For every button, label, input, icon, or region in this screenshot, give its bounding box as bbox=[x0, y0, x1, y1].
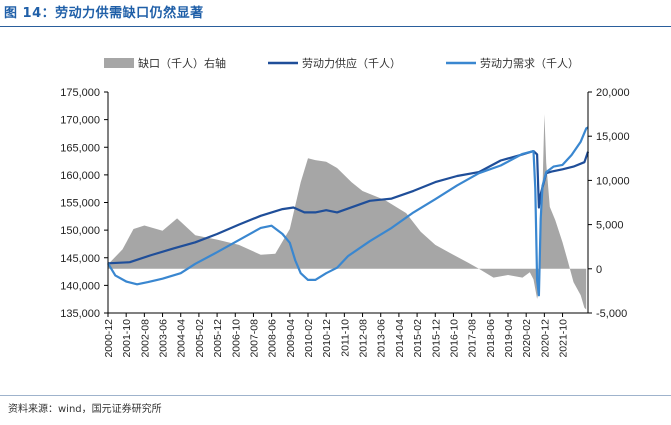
right-tick-label: 20,000 bbox=[596, 87, 630, 99]
x-tick-label: 2015-02 bbox=[412, 319, 424, 358]
bottom-rule bbox=[0, 395, 671, 396]
x-tick-label: 2005-02 bbox=[194, 319, 206, 358]
right-tick-label: -5,000 bbox=[596, 308, 627, 320]
figure-title: 图 14：劳动力供需缺口仍然显著 bbox=[4, 6, 204, 21]
demand-line bbox=[107, 126, 589, 297]
line-layer bbox=[107, 126, 590, 297]
legend-gap-swatch bbox=[104, 58, 134, 68]
x-tick-label: 2018-06 bbox=[485, 319, 497, 358]
x-tick-label: 2008-06 bbox=[267, 319, 279, 358]
x-tick-label: 2021-10 bbox=[558, 319, 570, 358]
source-note: 资料来源：wind，国元证券研究所 bbox=[8, 404, 162, 415]
left-tick-label: 165,000 bbox=[60, 142, 100, 154]
title-rule bbox=[0, 26, 671, 27]
x-tick-label: 2004-04 bbox=[176, 319, 188, 358]
x-tick-label: 2020-02 bbox=[521, 319, 533, 358]
x-tick-label: 2013-06 bbox=[376, 319, 388, 358]
legend-gap-label: 缺口（千人）右轴 bbox=[138, 56, 226, 70]
gap-area-layer bbox=[108, 114, 587, 310]
left-tick-label: 160,000 bbox=[60, 170, 100, 182]
x-tick-label: 2010-02 bbox=[303, 319, 315, 358]
x-tick-label: 2000-12 bbox=[103, 319, 115, 358]
left-tick-label: 145,000 bbox=[60, 253, 100, 265]
x-tick-label: 2002-08 bbox=[139, 319, 151, 358]
x-tick-label: 2006-10 bbox=[230, 319, 242, 358]
x-tick-label: 2017-08 bbox=[467, 319, 479, 358]
x-tick-label: 2007-08 bbox=[248, 319, 260, 358]
x-tick-label: 2001-10 bbox=[121, 319, 133, 358]
right-tick-label: 15,000 bbox=[596, 131, 630, 143]
left-tick-label: 140,000 bbox=[60, 280, 100, 292]
x-tick-label: 2015-12 bbox=[430, 319, 442, 358]
x-tick-label: 2012-08 bbox=[358, 319, 370, 358]
right-tick-label: 0 bbox=[596, 264, 602, 276]
right-tick-label: 10,000 bbox=[596, 175, 630, 187]
x-tick-label: 2009-04 bbox=[285, 319, 297, 358]
right-tick-label: 5,000 bbox=[596, 220, 624, 232]
gap-area bbox=[108, 114, 587, 310]
left-tick-label: 155,000 bbox=[60, 198, 100, 210]
legend: 缺口（千人）右轴 劳动力供应（千人） 劳动力需求（千人） bbox=[104, 56, 579, 70]
chart: 缺口（千人）右轴 劳动力供应（千人） 劳动力需求（千人） 175,000 170,00… bbox=[60, 56, 629, 358]
axis-layer: 175,000 170,000 165,000 160,000 155,000 150,0… bbox=[60, 87, 629, 358]
x-tick-label: 2010-12 bbox=[321, 319, 333, 358]
left-tick-label: 135,000 bbox=[60, 308, 100, 320]
x-tick-label: 2011-10 bbox=[339, 319, 351, 357]
legend-supply-label: 劳动力供应（千人） bbox=[302, 56, 401, 70]
x-tick-label: 2016-10 bbox=[448, 319, 460, 358]
legend-demand-label: 劳动力需求（千人） bbox=[480, 57, 579, 70]
x-tick-label: 2003-06 bbox=[158, 319, 170, 358]
x-tick-label: 2014-04 bbox=[394, 319, 406, 358]
x-tick-label: 2020-12 bbox=[539, 319, 551, 358]
left-tick-label: 150,000 bbox=[60, 225, 100, 237]
x-tick-label: 2005-12 bbox=[212, 319, 224, 358]
left-tick-label: 175,000 bbox=[60, 87, 100, 99]
left-tick-label: 170,000 bbox=[60, 115, 100, 127]
x-tick-label: 2019-04 bbox=[503, 319, 515, 358]
